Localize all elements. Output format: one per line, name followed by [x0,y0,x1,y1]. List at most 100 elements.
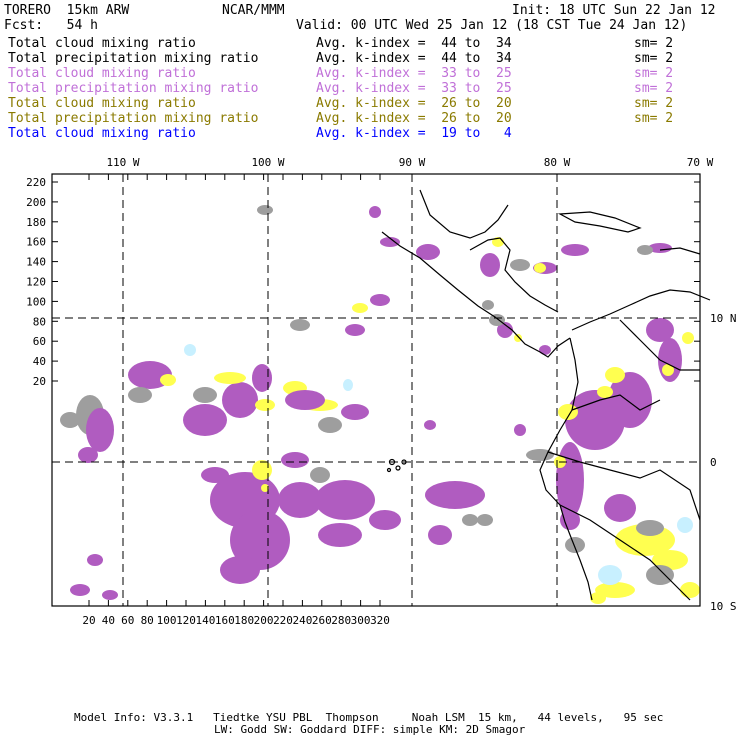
x-tick-label: 140 [195,614,215,627]
y-tick-label: 200 [26,196,46,209]
x-tick-label: 120 [176,614,196,627]
purple-cloud-field [560,510,580,530]
purple-cloud-field [345,324,365,336]
purple-cloud-field [646,318,674,342]
gray-cloud-field [128,387,152,403]
gray-cloud-field [290,319,310,331]
y-tick-label: 40 [33,355,46,368]
purple-cloud-field [561,244,589,256]
purple-cloud-field [230,510,290,570]
purple-cloud-field [87,554,103,566]
x-tick-label: 200 [254,614,274,627]
legend-row-sm: sm= 2 [634,81,674,96]
init-time: Init: 18 UTC Sun 22 Jan 12 [512,3,716,18]
legend-row-sm: sm= 2 [634,51,674,66]
legend-row-name: Total precipitation mixing ratio [8,51,259,66]
x-tick-label: 220 [273,614,293,627]
gray-cloud-field [637,245,653,255]
yellow-cloud-field [605,367,625,383]
legend-row-kindex: Avg. k-index = 19 to 4 [316,126,512,141]
lon-label: 100 W [251,156,284,169]
yellow-cloud-field [662,364,674,376]
yellow-cloud-field [534,263,546,273]
cyan-cloud-field [184,344,196,356]
purple-cloud-field [497,322,513,338]
legend-row-sm: sm= 2 [634,96,674,111]
legend-row-kindex: Avg. k-index = 44 to 34 [316,51,512,66]
x-tick-label: 280 [331,614,351,627]
purple-cloud-field [369,206,381,218]
model-title: TORERO 15km ARW [4,3,130,18]
legend-row-name: Total cloud mixing ratio [8,96,196,111]
legend-row-kindex: Avg. k-index = 26 to 20 [316,96,512,111]
yellow-cloud-field [682,332,694,344]
purple-cloud-field [220,556,260,584]
legend-row-name: Total precipitation mixing ratio [8,81,259,96]
gray-cloud-field [636,520,664,536]
y-tick-label: 120 [26,276,46,289]
gray-cloud-field [565,537,585,553]
purple-cloud-field [318,523,362,547]
purple-cloud-field [341,404,369,420]
cyan-cloud-field [677,517,693,533]
forecast-hour: Fcst: 54 h [4,18,98,33]
purple-cloud-field [201,467,229,483]
purple-cloud-field [222,382,258,418]
footer-physics: LW: Godd SW: Goddard DIFF: simple KM: 2D… [214,723,526,736]
x-tick-label: 60 [121,614,134,627]
y-tick-label: 180 [26,216,46,229]
legend-row-sm: sm= 2 [634,36,674,51]
y-tick-label: 60 [33,335,46,348]
gray-cloud-field [477,514,493,526]
purple-cloud-field [102,590,118,600]
x-tick-label: 260 [312,614,332,627]
y-tick-label: 140 [26,256,46,269]
legend-row-sm: sm= 2 [634,66,674,81]
yellow-cloud-field [252,460,272,480]
purple-cloud-field [315,480,375,520]
legend-row-name: Total cloud mixing ratio [8,66,196,81]
lon-label: 80 W [544,156,571,169]
purple-cloud-field [70,584,90,596]
gray-cloud-field [482,300,494,310]
x-tick-label: 320 [370,614,390,627]
lon-label: 110 W [106,156,139,169]
lat-label: 10 S [710,600,737,613]
purple-cloud-field [252,364,272,392]
purple-cloud-field [514,424,526,436]
yellow-cloud-field [261,484,269,492]
purple-cloud-field [278,482,322,518]
lat-lon-grid [52,174,700,606]
purple-cloud-field [416,244,440,260]
x-tick-label: 40 [102,614,115,627]
gray-cloud-field [193,387,217,403]
x-tick-label: 100 [157,614,177,627]
y-tick-label: 100 [26,295,46,308]
lon-label: 70 W [687,156,714,169]
purple-cloud-field [78,447,98,463]
legend-row-kindex: Avg. k-index = 33 to 25 [316,66,512,81]
yellow-cloud-field [597,386,613,398]
gray-cloud-field [510,259,530,271]
purple-cloud-field [425,481,485,509]
purple-cloud-field [428,525,452,545]
x-tick-label: 160 [215,614,235,627]
yellow-cloud-field [590,592,606,604]
footer-model-info: Model Info: V3.3.1 Tiedtke YSU PBL Thomp… [74,711,664,724]
yellow-cloud-field [652,550,688,570]
y-tick-label: 80 [33,315,46,328]
purple-cloud-field [380,237,400,247]
org-label: NCAR/MMM [222,3,285,18]
x-tick-label: 20 [82,614,95,627]
lat-label: 10 N [710,312,737,325]
purple-cloud-field [424,420,436,430]
x-tick-label: 180 [234,614,254,627]
gray-cloud-field [526,449,554,461]
purple-cloud-field [608,372,652,428]
purple-cloud-field [648,243,672,253]
coastlines [381,189,711,601]
cyan-cloud-field [598,565,622,585]
purple-cloud-field [480,253,500,277]
purple-cloud-field [281,452,309,468]
